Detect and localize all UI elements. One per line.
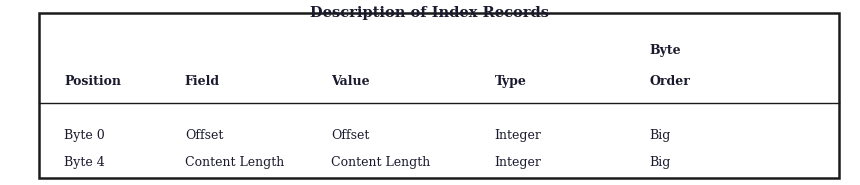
Text: Byte 4: Byte 4 [64, 156, 105, 169]
Text: Offset: Offset [331, 129, 370, 142]
Text: Byte: Byte [649, 44, 681, 57]
Text: Value: Value [331, 75, 370, 88]
Text: Type: Type [494, 75, 526, 88]
Text: Position: Position [64, 75, 121, 88]
Text: Big: Big [649, 156, 671, 169]
Text: Content Length: Content Length [331, 156, 430, 169]
Text: Integer: Integer [494, 156, 542, 169]
Text: Content Length: Content Length [185, 156, 284, 169]
Text: Integer: Integer [494, 129, 542, 142]
Text: Field: Field [185, 75, 220, 88]
Text: Description of Index Records: Description of Index Records [310, 6, 550, 21]
Text: Byte 0: Byte 0 [64, 129, 105, 142]
Text: Big: Big [649, 129, 671, 142]
Text: Offset: Offset [185, 129, 224, 142]
Text: Order: Order [649, 75, 691, 88]
